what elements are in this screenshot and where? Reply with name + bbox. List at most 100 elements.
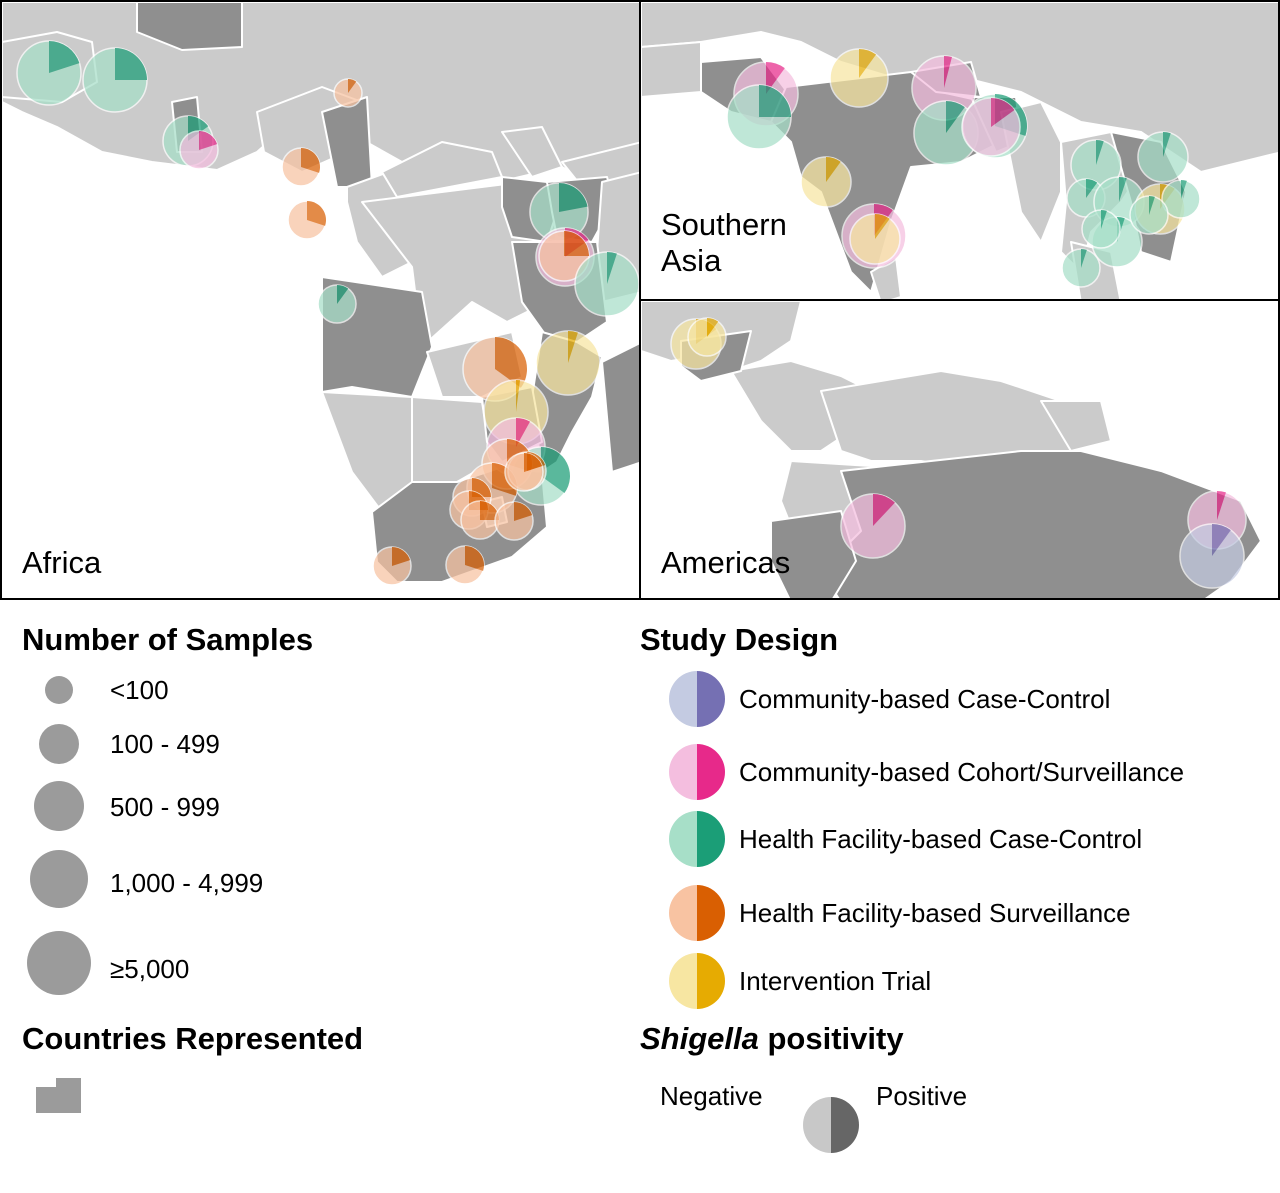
study-site-marker-africa-11 bbox=[317, 284, 357, 324]
design-swatch-community-case-control bbox=[669, 671, 725, 727]
americas-map-panel: Americas bbox=[639, 299, 1280, 600]
land-iran bbox=[641, 41, 702, 98]
marker-positive-share bbox=[759, 85, 791, 117]
negative-label: Negative bbox=[660, 1081, 763, 1111]
marker-positive-share bbox=[1149, 196, 1155, 215]
study-site-marker-africa-25 bbox=[445, 545, 485, 585]
americas-study-sites bbox=[670, 317, 1247, 589]
study-site-marker-africa-7 bbox=[529, 182, 589, 242]
study-site-marker-americas-1 bbox=[687, 317, 727, 357]
study-site-marker-asia-11 bbox=[1070, 139, 1122, 191]
size-dot-100-499 bbox=[39, 724, 79, 764]
size-label-lt100: <100 bbox=[110, 675, 169, 705]
land-cameroon bbox=[321, 96, 373, 188]
marker-positive-share bbox=[991, 98, 1015, 127]
study-site-marker-africa-5 bbox=[281, 147, 321, 187]
study-site-marker-africa-6 bbox=[287, 200, 327, 240]
marker-positive-share bbox=[307, 201, 327, 226]
marker-positive-share bbox=[859, 49, 877, 78]
size-dot-1000-4999 bbox=[30, 850, 88, 908]
study-site-marker-africa-1 bbox=[82, 47, 148, 113]
americas-land bbox=[641, 301, 1262, 598]
design-label-facility-case-control: Health Facility-based Case-Control bbox=[739, 824, 1143, 854]
size-label-gte5000: ≥5,000 bbox=[110, 954, 190, 984]
marker-positive-share bbox=[1096, 140, 1104, 165]
study-site-marker-asia-1 bbox=[726, 84, 792, 150]
design-swatch-intervention-trial bbox=[669, 953, 725, 1009]
marker-positive-share bbox=[1119, 177, 1127, 202]
land-peru bbox=[770, 510, 857, 598]
marker-positive-share bbox=[1181, 180, 1187, 199]
positivity-title-italic: Shigella bbox=[640, 1021, 759, 1056]
study-site-marker-africa-24 bbox=[372, 546, 412, 586]
size-dot-500-999 bbox=[34, 781, 84, 831]
study-site-marker-asia-18 bbox=[1081, 209, 1121, 249]
africa-map bbox=[2, 2, 639, 586]
positivity-legend-title: Shigella positivity bbox=[640, 1021, 904, 1057]
study-site-marker-africa-10 bbox=[574, 251, 639, 317]
study-site-marker-asia-7 bbox=[800, 156, 852, 208]
size-dot-gte5000 bbox=[27, 931, 91, 995]
marker-positive-share bbox=[348, 79, 357, 93]
land-car bbox=[381, 141, 503, 198]
marker-positive-share bbox=[946, 101, 965, 133]
positivity-example-icon bbox=[803, 1097, 859, 1153]
marker-positive-share bbox=[1163, 132, 1171, 157]
size-label-100-499: 100 - 499 bbox=[110, 729, 220, 759]
asia-label-line2: Asia bbox=[661, 243, 722, 278]
southern-asia-map bbox=[641, 2, 1278, 299]
land-south-sudan bbox=[501, 126, 563, 178]
marker-positive-share bbox=[199, 131, 218, 150]
asia-label-line1: Southern bbox=[661, 207, 787, 242]
africa-label: Africa bbox=[22, 545, 102, 580]
marker-positive-share bbox=[944, 56, 952, 88]
marker-positive-share bbox=[607, 252, 617, 284]
asia-study-sites bbox=[726, 48, 1201, 288]
study-site-marker-africa-4 bbox=[333, 78, 363, 108]
marker-positive-share bbox=[524, 453, 543, 472]
asia-map-panel: Southern Asia bbox=[639, 0, 1280, 301]
positivity-title-rest: positivity bbox=[758, 1021, 904, 1056]
design-label-facility-surveillance: Health Facility-based Surveillance bbox=[739, 898, 1131, 928]
study-site-marker-asia-6 bbox=[961, 97, 1021, 157]
study-site-marker-africa-3 bbox=[179, 130, 219, 170]
size-label-1000-4999: 1,000 - 4,999 bbox=[110, 868, 264, 898]
marker-positive-share bbox=[301, 148, 320, 173]
countries-legend-title: Countries Represented bbox=[22, 1021, 364, 1056]
study-site-marker-africa-0 bbox=[16, 40, 82, 106]
marker-positive-share bbox=[514, 502, 533, 521]
study-site-marker-americas-2 bbox=[840, 493, 906, 559]
marker-positive-share bbox=[1212, 524, 1231, 556]
positive-label: Positive bbox=[876, 1081, 968, 1111]
design-label-community-cohort: Community-based Cohort/Surveillance bbox=[739, 757, 1185, 787]
design-swatch-community-cohort bbox=[669, 744, 725, 800]
marker-positive-share bbox=[1101, 210, 1107, 229]
samples-legend-title: Number of Samples bbox=[22, 622, 314, 657]
marker-positive-share bbox=[465, 546, 485, 571]
design-swatch-facility-surveillance bbox=[669, 885, 725, 941]
marker-positive-share bbox=[1086, 179, 1098, 198]
land-mali bbox=[136, 2, 243, 51]
marker-positive-share bbox=[115, 48, 147, 80]
marker-positive-share bbox=[1081, 249, 1087, 268]
study-site-marker-africa-13 bbox=[535, 330, 601, 396]
study-site-marker-africa-21 bbox=[460, 500, 500, 540]
design-label-community-case-control: Community-based Case-Control bbox=[739, 684, 1111, 714]
marker-positive-share bbox=[541, 447, 570, 494]
asia-label: Southern Asia bbox=[661, 207, 787, 279]
study-site-marker-asia-17 bbox=[1061, 248, 1101, 288]
marker-positive-share bbox=[875, 214, 890, 239]
africa-map-panel: Africa bbox=[0, 0, 641, 600]
marker-positive-share bbox=[516, 380, 521, 412]
study-site-marker-asia-19 bbox=[1129, 195, 1169, 235]
marker-positive-share bbox=[337, 285, 349, 304]
marker-positive-share bbox=[492, 463, 518, 496]
marker-positive-share bbox=[766, 62, 785, 94]
study-site-marker-asia-9 bbox=[849, 213, 901, 265]
study-site-marker-africa-9 bbox=[538, 230, 590, 282]
size-label-500-999: 500 - 999 bbox=[110, 792, 220, 822]
marker-positive-share bbox=[873, 494, 895, 526]
marker-positive-share bbox=[559, 183, 588, 212]
study-site-marker-asia-10 bbox=[1137, 131, 1189, 183]
study-site-marker-asia-16 bbox=[1161, 179, 1201, 219]
